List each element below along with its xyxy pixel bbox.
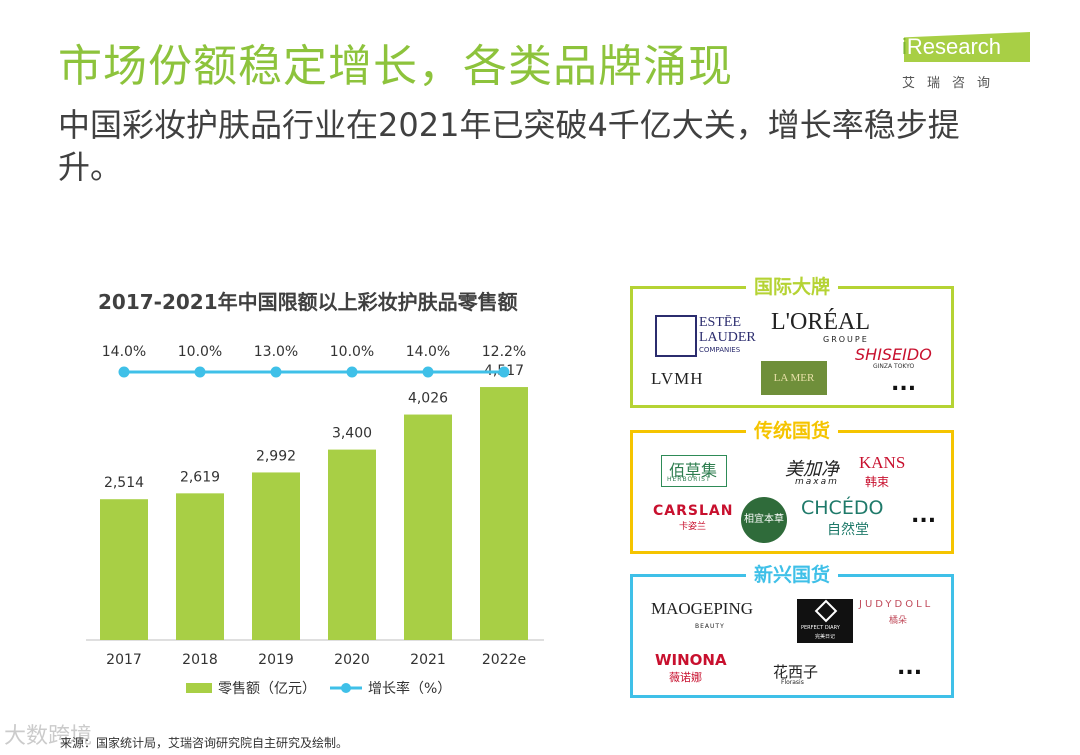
- legend-line-label: 增长率（%）: [368, 680, 451, 697]
- brand-lvmh: LVMH: [651, 369, 704, 388]
- growth-label-2020: 10.0%: [330, 344, 374, 360]
- bar-2021: [404, 414, 452, 640]
- brand-florasis: 花西子: [773, 663, 819, 681]
- bar-2020: [328, 449, 376, 640]
- bar-label-2018: 2,619: [180, 469, 220, 485]
- growth-point-2019: [270, 366, 282, 378]
- brand-estee: ESTĒE: [699, 315, 741, 330]
- growth-point-2020: [346, 366, 358, 378]
- x-tick-2018: 2018: [182, 652, 218, 668]
- brand-winona: WINONA: [655, 651, 727, 669]
- brand-winona-cn: 薇诺娜: [669, 671, 702, 684]
- page-title: 市场份额稳定增长，各类品牌涌现: [58, 41, 733, 92]
- growth-label-2018: 10.0%: [178, 344, 222, 360]
- brand-lamer: LA MER: [761, 361, 827, 395]
- x-tick-2020: 2020: [334, 652, 370, 668]
- panel-traditional-brands: 传统国货 佰草集 HERBORIST 美加净 maxam KANS 韩束 CAR…: [630, 416, 954, 554]
- panel-international-brands: 国际大牌 ESTĒE LAUDER COMPANIES L'ORÉAL GROU…: [630, 272, 954, 408]
- panel-traditional-more: ...: [911, 503, 937, 528]
- brand-maogeping: MAOGEPING: [651, 599, 753, 618]
- brand-herborist: 佰草集: [669, 461, 718, 480]
- brand-inoherb: 相宜本草: [741, 497, 787, 543]
- brand-carslan-cn: 卡姿兰: [679, 522, 707, 532]
- brand-shiseido-ginza: GINZA TOKYO: [873, 363, 915, 370]
- bar-2022e: [480, 387, 528, 640]
- brand-loreal-groupe: GROUPE: [823, 335, 869, 344]
- herborist-logo-frame: [661, 455, 727, 487]
- legend-bar-label: 零售额（亿元）: [218, 681, 316, 697]
- bar-label-2020: 3,400: [332, 426, 372, 442]
- panel-emerging-brands: 新兴国货 MAOGEPING BEAUTY PERFECT DIARY 完美日记…: [630, 560, 954, 698]
- growth-label-2021: 14.0%: [406, 344, 450, 360]
- brand-maxam-en: maxam: [795, 477, 839, 487]
- growth-point-2018: [194, 366, 206, 378]
- x-tick-2021: 2021: [410, 652, 446, 668]
- logo-mark: [904, 32, 1030, 62]
- brand-perfect-diary-cn: 完美日记: [815, 634, 836, 640]
- panel-emerging-more: ...: [897, 655, 923, 680]
- brand-florasis-en: Florasis: [781, 679, 804, 686]
- brand-judydoll: JUDYDOLL: [859, 599, 934, 610]
- growth-label-2017: 14.0%: [102, 344, 146, 360]
- growth-point-2021: [422, 366, 434, 378]
- panel-label-international: 国际大牌: [745, 272, 839, 299]
- retail-chart: 2,514 2017 2,619 2018 2,992 2019 3,400 2020 4,02…: [86, 344, 544, 697]
- brand-perfect-diary: PERFECT DIARY: [801, 625, 840, 631]
- brand-shiseido: SHISEIDO: [855, 345, 932, 364]
- panel-international-more: ...: [891, 371, 917, 396]
- brand-judydoll-cn: 橘朵: [889, 616, 908, 626]
- estee-lauder-logo-mark: [655, 315, 697, 357]
- x-tick-2022e: 2022e: [482, 652, 526, 668]
- chart-title: 2017-2021年中国限额以上彩妆护肤品零售额: [98, 290, 518, 314]
- bar-2018: [176, 493, 224, 640]
- brand-estee-companies: COMPANIES: [699, 346, 741, 354]
- brand-chcedo: CHCÉDO: [801, 497, 884, 519]
- brand-herborist-en: HERBORIST: [667, 476, 711, 483]
- legend-bar-swatch: [186, 683, 212, 693]
- growth-label-2019: 13.0%: [254, 344, 298, 360]
- iresearch-logo: iResearch 艾瑞咨询: [896, 32, 1036, 94]
- bar-label-2019: 2,992: [256, 448, 296, 464]
- panel-label-traditional: 传统国货: [745, 416, 839, 443]
- growth-label-2022e: 12.2%: [482, 344, 526, 360]
- bar-label-2021: 4,026: [408, 391, 448, 407]
- source-note: 来源：国家统计局，艾瑞咨询研究院自主研究及绘制。: [60, 736, 349, 750]
- page-subtitle: 中国彩妆护肤品行业在2021年已突破4千亿大关，增长率稳步提升。: [58, 106, 960, 186]
- logo-cn: 艾瑞咨询: [902, 76, 1003, 91]
- brand-loreal: L'ORÉAL: [771, 309, 870, 335]
- panel-label-emerging: 新兴国货: [745, 560, 839, 587]
- brand-kans-cn: 韩束: [865, 475, 890, 489]
- watermark: 大数跨境: [4, 724, 93, 749]
- brand-lauder: LAUDER: [699, 330, 756, 345]
- logo-text: iResearch: [902, 34, 1001, 60]
- bar-2017: [100, 499, 148, 640]
- brand-maxam: 美加净: [785, 459, 839, 480]
- x-tick-2019: 2019: [258, 652, 294, 668]
- bar-2019: [252, 472, 300, 640]
- logo-research: Research: [906, 34, 1002, 59]
- legend-line-marker: [341, 683, 351, 693]
- brand-maogeping-beauty: BEAUTY: [695, 623, 725, 630]
- brand-chcedo-cn: 自然堂: [827, 522, 869, 538]
- x-tick-2017: 2017: [106, 652, 142, 668]
- growth-point-2022e: [498, 366, 510, 378]
- brand-kans: KANS: [859, 453, 906, 472]
- logo-i: i: [902, 34, 907, 59]
- perfect-diary-logo-box: [797, 599, 853, 643]
- bar-label-2017: 2,514: [104, 475, 144, 491]
- growth-point-2017: [118, 366, 130, 378]
- brand-carslan: CARSLAN: [653, 503, 734, 519]
